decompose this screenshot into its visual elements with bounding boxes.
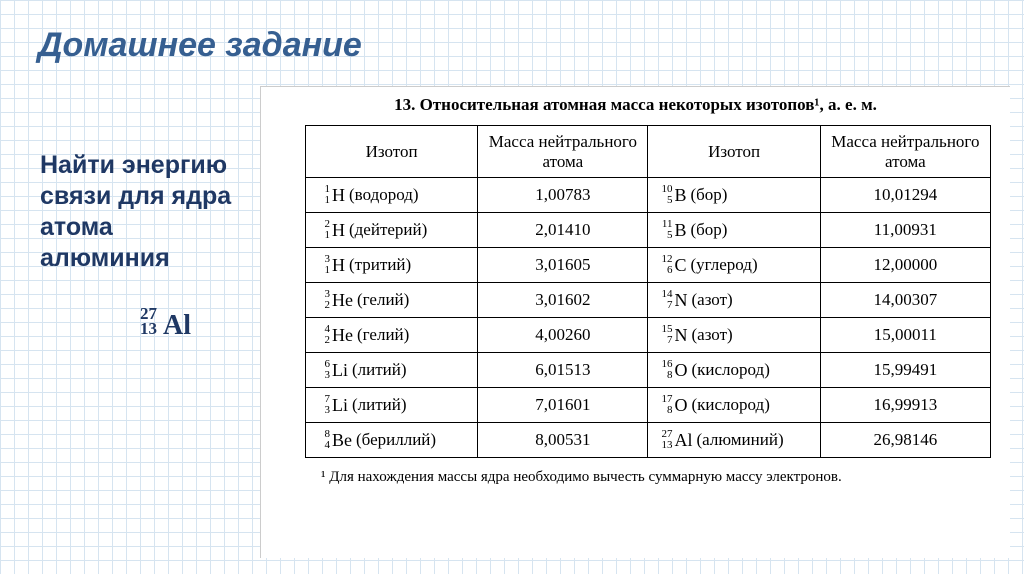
isotope-cell: 168O(кислород) — [648, 353, 820, 388]
table-row: 73Li(литий)7,01601178O(кислород)16,99913 — [306, 388, 991, 423]
isotope-cell: 126C(углерод) — [648, 248, 820, 283]
mass-cell: 10,01294 — [820, 178, 990, 213]
mass-cell: 15,00011 — [820, 318, 990, 353]
isotope-cell: 147N(азот) — [648, 283, 820, 318]
th-mass-right: Масса нейтрального атома — [820, 126, 990, 178]
aluminum-isotope-symbol: 27 13 Al — [140, 306, 157, 337]
th-isotope-right: Изотоп — [648, 126, 820, 178]
isotope-cell: 115B(бор) — [648, 213, 820, 248]
isotope-cell: 31H(тритий) — [306, 248, 478, 283]
assignment-text: Найти энергию связи для ядра атома алюми… — [40, 150, 248, 274]
mass-cell: 1,00783 — [478, 178, 648, 213]
table-row: 21H(дейтерий)2,01410115B(бор)11,00931 — [306, 213, 991, 248]
table-row: 31H(тритий)3,01605126C(углерод)12,00000 — [306, 248, 991, 283]
isotope-cell: 157N(азот) — [648, 318, 820, 353]
mass-cell: 16,99913 — [820, 388, 990, 423]
mass-cell: 26,98146 — [820, 423, 990, 458]
mass-cell: 6,01513 — [478, 353, 648, 388]
isotope-cell: 11H(водород) — [306, 178, 478, 213]
table-header-row: Изотоп Масса нейтрального атома Изотоп М… — [306, 126, 991, 178]
mass-cell: 7,01601 — [478, 388, 648, 423]
isotope-cell: 84Be(бериллий) — [306, 423, 478, 458]
mass-cell: 4,00260 — [478, 318, 648, 353]
table-caption: 13. Относительная атомная масса некоторы… — [273, 95, 998, 115]
isotope-cell: 63Li(литий) — [306, 353, 478, 388]
table-row: 84Be(бериллий)8,005312713Al(алюминий)26,… — [306, 423, 991, 458]
mass-cell: 11,00931 — [820, 213, 990, 248]
th-mass-left: Масса нейтрального атома — [478, 126, 648, 178]
page-title: Домашнее задание — [38, 26, 362, 65]
isotope-cell: 32He(гелий) — [306, 283, 478, 318]
element-symbol: Al — [163, 310, 191, 342]
th-isotope-left: Изотоп — [306, 126, 478, 178]
mass-cell: 2,01410 — [478, 213, 648, 248]
mass-cell: 14,00307 — [820, 283, 990, 318]
atomic-number: 13 — [140, 321, 157, 336]
reference-panel: 13. Относительная атомная масса некоторы… — [260, 86, 1010, 558]
table-row: 11H(водород)1,00783105B(бор)10,01294 — [306, 178, 991, 213]
mass-cell: 3,01605 — [478, 248, 648, 283]
isotope-table: Изотоп Масса нейтрального атома Изотоп М… — [305, 125, 991, 458]
table-row: 63Li(литий)6,01513168O(кислород)15,99491 — [306, 353, 991, 388]
mass-cell: 15,99491 — [820, 353, 990, 388]
table-row: 42He(гелий)4,00260157N(азот)15,00011 — [306, 318, 991, 353]
isotope-cell: 73Li(литий) — [306, 388, 478, 423]
isotope-cell: 42He(гелий) — [306, 318, 478, 353]
mass-cell: 3,01602 — [478, 283, 648, 318]
mass-cell: 8,00531 — [478, 423, 648, 458]
isotope-cell: 21H(дейтерий) — [306, 213, 478, 248]
table-row: 32He(гелий)3,01602147N(азот)14,00307 — [306, 283, 991, 318]
isotope-cell: 178O(кислород) — [648, 388, 820, 423]
mass-cell: 12,00000 — [820, 248, 990, 283]
isotope-cell: 105B(бор) — [648, 178, 820, 213]
table-footnote: ¹ Для нахождения массы ядра необходимо в… — [321, 468, 992, 487]
isotope-cell: 2713Al(алюминий) — [648, 423, 820, 458]
